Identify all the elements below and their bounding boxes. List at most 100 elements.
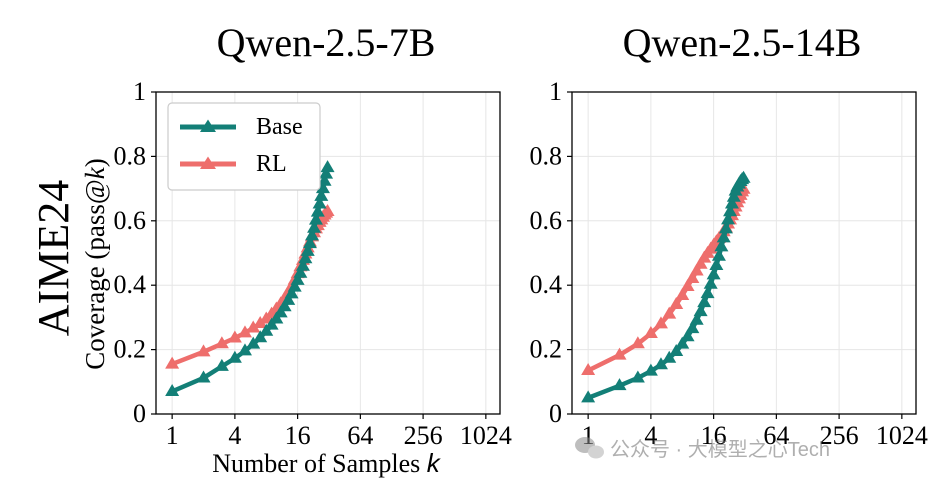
x-axis-label-prefix: Number of Samples [212, 449, 426, 478]
chart-title: Qwen-2.5-14B [623, 20, 862, 65]
data-point-base [287, 279, 302, 292]
data-point-base [726, 189, 741, 202]
data-point-base [310, 204, 325, 217]
data-point-rl [581, 363, 596, 376]
data-point-rl [669, 297, 684, 310]
legend: Base RL [167, 102, 321, 191]
data-point-rl [612, 347, 627, 360]
data-point-base [269, 311, 284, 324]
series-layer [165, 160, 335, 396]
data-point-base [630, 370, 645, 383]
data-point-rl [630, 336, 645, 349]
data-point-base [320, 160, 335, 173]
watermark-text: 公众号 · 大模型之心Tech [610, 438, 830, 461]
watermark: 公众号 · 大模型之心Tech [575, 437, 830, 461]
chart-title: Qwen-2.5-7B [217, 20, 436, 65]
data-point-base [685, 321, 700, 334]
data-point-base [298, 251, 313, 264]
data-point-base [662, 350, 677, 363]
x-tick-label: 1 [166, 421, 179, 450]
data-point-rl [643, 326, 658, 338]
series-line-rl [585, 186, 746, 373]
data-point-base [721, 212, 736, 225]
data-point-rl [675, 288, 690, 300]
data-point-base [312, 196, 327, 209]
series-line-rl [169, 209, 330, 367]
data-point-rl [689, 263, 704, 276]
data-point-base [196, 370, 211, 383]
data-point-base [675, 336, 690, 349]
x-tick-label: 16 [701, 421, 727, 450]
data-point-rl [196, 344, 211, 357]
data-point-rl [685, 270, 700, 283]
data-point-rl [662, 306, 677, 319]
y-tick-label: 0.6 [530, 206, 563, 235]
data-point-base [284, 286, 299, 299]
wechat-icon [575, 437, 604, 459]
y-axis-label-suffix: ) [80, 158, 110, 167]
data-point-base [689, 312, 704, 325]
legend-entry-rl: RL [180, 151, 287, 177]
y-tick-label: 0.4 [530, 270, 563, 299]
data-point-base [295, 258, 310, 271]
data-point-base [736, 170, 751, 183]
y-tick-label: 0.4 [114, 270, 147, 299]
x-axis-label-k: k [427, 448, 442, 478]
chart-panel-qwen-14b: Qwen-2.5-14B 0 0.2 0.4 0.6 0.8 1 1 4 16 64 256 102… [530, 20, 928, 450]
data-point-base [315, 181, 330, 194]
data-point-base [643, 363, 658, 376]
data-point-base [716, 230, 731, 243]
data-point-base [302, 236, 317, 249]
x-tick-label: 256 [820, 421, 859, 450]
data-point-base [703, 276, 718, 289]
data-point-base [612, 378, 627, 391]
data-point-base [319, 166, 334, 179]
x-ticks: 1 4 16 64 256 1024 [166, 414, 512, 450]
data-point-base [680, 329, 695, 342]
y-tick-label: 1 [133, 77, 146, 106]
legend-label-base: Base [256, 114, 303, 140]
y-tick-label: 0 [133, 399, 146, 428]
data-point-rl [693, 256, 708, 269]
y-ticks: 0 0.2 0.4 0.6 0.8 1 [530, 77, 572, 428]
legend-marker-rl [200, 156, 216, 169]
data-point-base [706, 267, 721, 280]
grid [572, 91, 916, 415]
data-point-base [293, 265, 308, 278]
data-point-base [246, 336, 261, 349]
data-point-base [308, 212, 323, 225]
data-point-base [693, 304, 708, 317]
x-tick-label: 16 [285, 421, 311, 450]
data-point-rl [680, 278, 695, 291]
row-label: AIME24 [29, 180, 78, 336]
series-base [581, 170, 751, 403]
x-tick-label: 256 [404, 421, 443, 450]
data-point-base [714, 239, 729, 252]
data-point-base [237, 343, 252, 356]
data-point-base [317, 173, 332, 186]
x-tick-label: 4 [228, 421, 241, 450]
data-point-rl [165, 356, 180, 369]
data-point-base [214, 358, 229, 371]
y-tick-label: 0 [549, 399, 562, 428]
y-tick-label: 1 [549, 77, 562, 106]
series-layer [581, 170, 751, 403]
y-ticks: 0 0.2 0.4 0.6 0.8 1 [114, 77, 156, 428]
data-point-base [264, 317, 279, 330]
y-tick-label: 0.8 [530, 141, 563, 170]
data-point-rl [246, 320, 261, 333]
y-axis-label-prefix: Coverage (pass@ [80, 179, 110, 370]
data-point-base [281, 292, 296, 305]
data-point-base [723, 204, 738, 217]
y-axis-label-k: k [80, 166, 110, 179]
x-tick-label: 1024 [876, 421, 928, 450]
legend-entry-base: Base [180, 114, 303, 140]
data-point-rl [653, 316, 668, 329]
series-line-base [169, 165, 330, 394]
series-base [165, 160, 335, 396]
data-point-base [277, 299, 292, 312]
data-point-base [165, 383, 180, 396]
legend-marker-base [200, 119, 216, 132]
plot-frame [155, 91, 501, 415]
